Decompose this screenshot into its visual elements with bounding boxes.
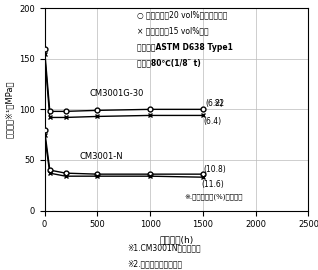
Text: 温度：80℃(1/8″ t): 温度：80℃(1/8″ t) <box>137 59 201 68</box>
Text: ※1.CM3001Nは降伏強さ: ※1.CM3001Nは降伏強さ <box>127 243 201 252</box>
X-axis label: 浸漬時間(h): 浸漬時間(h) <box>159 235 194 244</box>
Text: ※.重量増加率(%)を示す。: ※.重量増加率(%)を示す。 <box>184 194 242 200</box>
Text: 試験片：ASTM D638 Type1: 試験片：ASTM D638 Type1 <box>137 43 233 52</box>
Text: ※2: ※2 <box>213 99 225 108</box>
Text: (6.2): (6.2) <box>205 99 223 108</box>
Text: × エタノール15 vol%　「: × エタノール15 vol% 「 <box>137 26 209 35</box>
Text: CM3001G-30: CM3001G-30 <box>90 89 144 98</box>
Text: ※2.重量増加率を示す。: ※2.重量増加率を示す。 <box>127 259 182 268</box>
Text: (10.8): (10.8) <box>203 165 226 174</box>
Text: ○ エタノール20 vol%混合ガソリン: ○ エタノール20 vol%混合ガソリン <box>137 10 227 19</box>
Text: (6.4): (6.4) <box>203 117 221 126</box>
Text: CM3001-N: CM3001-N <box>80 152 123 161</box>
Y-axis label: 引張強さ※¹（MPa）: 引張強さ※¹（MPa） <box>4 81 13 138</box>
Text: (11.6): (11.6) <box>202 180 225 189</box>
